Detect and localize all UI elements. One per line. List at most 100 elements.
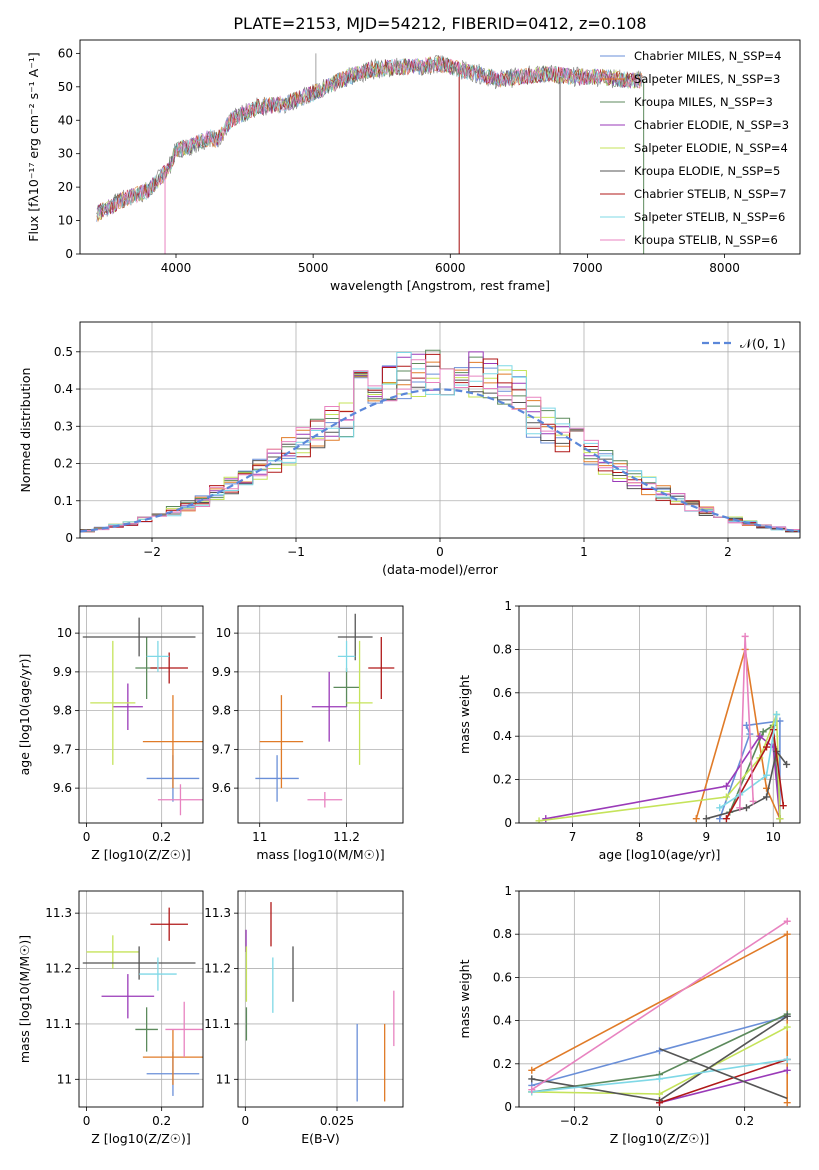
- legend-label-5: Kroupa ELODIE, N_SSP=5: [634, 164, 780, 178]
- y-axis-label: Flux [fλ10⁻¹⁷ erg cm⁻² s⁻¹ A⁻¹]: [26, 52, 41, 241]
- weight-marker-7-2: [783, 1055, 791, 1063]
- weight-marker-7-1: [656, 1075, 663, 1083]
- weight-marker-1-0: [692, 815, 700, 823]
- legend-label-1: Salpeter MILES, N_SSP=3: [634, 72, 780, 86]
- weight-marker-7-0: [716, 804, 724, 812]
- legend-label-0: Chabrier MILES, N_SSP=4: [634, 49, 781, 63]
- errorbar-point-0: [255, 755, 299, 802]
- weight-marker-5-4: [783, 760, 791, 768]
- errorbar-point-4: [90, 640, 136, 765]
- x-tick-label: −0.2: [560, 1114, 589, 1128]
- axes-frame: [237, 605, 404, 824]
- x-tick-label: −1: [287, 545, 305, 559]
- y-tick-label: 10: [57, 626, 72, 640]
- residuals-panel: −2 −1 0 1 2 0 0.1 0.2 0.3 0.4 0.5 (data-model)/erro…: [18, 321, 801, 577]
- x-tick-label: 7: [569, 830, 577, 844]
- figure-title: PLATE=2153, MJD=54212, FIBERID=0412, z=0…: [233, 14, 646, 33]
- plot-area: [82, 617, 203, 816]
- weight-marker-7-3: [773, 711, 781, 718]
- errorbar-point-6: [150, 907, 188, 941]
- x-tick-label: 0.2: [152, 1114, 171, 1128]
- y-tick-label: 9.9: [212, 665, 231, 679]
- y-tick-label: 0.6: [493, 686, 512, 700]
- axes-frame: [237, 890, 404, 1108]
- weight-marker-3-0: [542, 815, 550, 823]
- weight-marker-5-2: [763, 793, 771, 801]
- x-axis-label: (data-model)/error: [382, 562, 499, 577]
- weight-marker-1-0: [528, 1066, 536, 1074]
- x-tick-label: 5000: [298, 261, 329, 275]
- weight-marker-1-2: [783, 1099, 791, 1107]
- errorbar-point-4: [346, 640, 373, 765]
- axes-frame: [78, 605, 204, 824]
- y-tick-label: 0.4: [493, 729, 512, 743]
- residual-histogram-7: [80, 352, 800, 532]
- weight-marker-3-1: [722, 782, 730, 790]
- errorbar-point-7: [139, 957, 177, 991]
- x-axis-label: age [log10(age/yr)]: [599, 847, 721, 862]
- mass-vs-metallicity-panel: 0 0.2 11 11.1 11.2 11.3 Z [log10(Z/Z☉)] mass [l…: [17, 890, 204, 1146]
- weight-marker-8-1: [741, 632, 749, 640]
- y-tick-label: 0.4: [493, 1014, 512, 1028]
- y-tick-label: 1: [504, 884, 512, 898]
- errorbar-point-2: [333, 668, 360, 707]
- errorbar-point-3: [112, 683, 143, 730]
- y-tick-label: 50: [58, 80, 73, 94]
- y-tick-label: 0: [65, 247, 73, 261]
- legend-label-2: Kroupa MILES, N_SSP=3: [634, 95, 773, 109]
- weight-marker-7-2: [763, 771, 771, 779]
- legend-label-4: Salpeter ELODIE, N_SSP=4: [634, 141, 788, 155]
- spectrum-legend: Chabrier MILES, N_SSP=4 Salpeter MILES, N…: [600, 49, 789, 247]
- y-tick-label: 11.2: [45, 962, 72, 976]
- weight-marker-3-1: [783, 1066, 791, 1074]
- errorbar-point-2: [135, 1007, 158, 1052]
- weight-marker-8-2: [749, 797, 757, 805]
- x-tick-label: −2: [143, 545, 161, 559]
- age-vs-metallicity-panel: 0 0.2 9.6 9.7 9.8 9.9 10 Z [log10(Z/Z☉)] age [lo…: [17, 605, 204, 862]
- y-axis-label: mass [log10(M/M☉)]: [17, 935, 32, 1063]
- weight-marker-4-2: [783, 1023, 791, 1031]
- y-tick-label: 9.8: [53, 704, 72, 718]
- errorbar-point-5: [337, 613, 373, 661]
- weight-marker-4-1: [656, 1090, 663, 1098]
- weight-marker-8-0: [736, 804, 744, 812]
- y-tick-label: 11.1: [204, 1017, 231, 1031]
- weight-marker-2-1: [759, 728, 767, 736]
- x-axis-label: E(B-V): [301, 1131, 340, 1146]
- weight-marker-5-0: [528, 1075, 536, 1083]
- errorbar-point-3: [311, 671, 347, 742]
- weight-marker-0-1: [656, 1047, 663, 1055]
- errorbar-point-8: [157, 784, 203, 816]
- x-tick-label: 11: [252, 830, 267, 844]
- y-tick-label: 11.3: [45, 906, 72, 920]
- x-tick-label: 1: [580, 545, 588, 559]
- y-tick-label: 0.6: [493, 970, 512, 984]
- errorbar-point-1: [259, 695, 304, 789]
- y-tick-label: 20: [58, 180, 73, 194]
- weight-marker-3-2: [756, 732, 764, 740]
- legend-label-6: Chabrier STELIB, N_SSP=7: [634, 187, 786, 201]
- y-tick-label: 11.2: [204, 962, 231, 976]
- errorbar-point-3: [101, 974, 155, 1019]
- plot-area: [96, 53, 645, 254]
- plot-area: [535, 632, 791, 823]
- plot-area: [82, 907, 203, 1096]
- x-tick-label: 0: [83, 1114, 91, 1128]
- x-tick-label: 10: [766, 830, 781, 844]
- errorbar-point-8: [307, 792, 343, 808]
- weight-marker-6-1: [763, 743, 771, 751]
- weight-marker-4-4: [776, 815, 784, 823]
- model-spectrum-8: [98, 56, 642, 216]
- weight-line-3: [659, 1069, 788, 1104]
- weight-marker-8-0: [528, 1086, 536, 1094]
- weight-line-1: [695, 649, 781, 820]
- x-tick-label: 7000: [572, 261, 603, 275]
- y-tick-label: 9.7: [212, 742, 231, 756]
- y-tick-label: 0.3: [54, 419, 73, 433]
- legend-label-8: Kroupa STELIB, N_SSP=6: [634, 233, 778, 247]
- plot-area: [245, 902, 395, 1102]
- weight-line-crossing: [659, 1047, 788, 1100]
- x-tick-label: 6000: [435, 261, 466, 275]
- axes-frame: [518, 605, 801, 824]
